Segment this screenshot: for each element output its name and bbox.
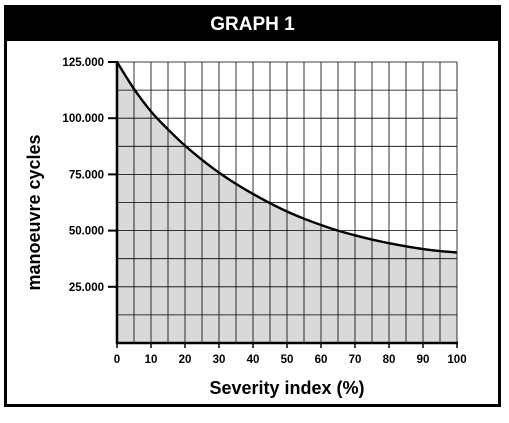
x-tick-label: 40 <box>247 354 260 366</box>
x-tick-label: 50 <box>281 354 294 366</box>
y-tick-label: 100.000 <box>62 113 104 125</box>
x-tick-label: 20 <box>179 354 192 366</box>
series-line <box>115 61 458 254</box>
x-tick-label: 80 <box>383 354 396 366</box>
y-axis-title: manoeuvre cycles <box>24 134 44 290</box>
y-tick-label: 50.000 <box>69 226 104 238</box>
x-axis-title: Severity index (%) <box>209 378 364 398</box>
x-tick-label: 10 <box>145 354 158 366</box>
x-tick-label: 100 <box>447 354 466 366</box>
x-tick-label: 30 <box>213 354 226 366</box>
x-tick-label: 0 <box>114 354 120 366</box>
y-tick-label: 125.000 <box>62 57 104 69</box>
x-tick-label: 70 <box>349 354 362 366</box>
chart-title: GRAPH 1 <box>7 8 498 41</box>
y-tick-label: 25.000 <box>69 282 104 294</box>
y-tick-label: 75.000 <box>69 169 104 181</box>
x-tick-label: 90 <box>417 354 430 366</box>
x-tick-label: 60 <box>315 354 328 366</box>
